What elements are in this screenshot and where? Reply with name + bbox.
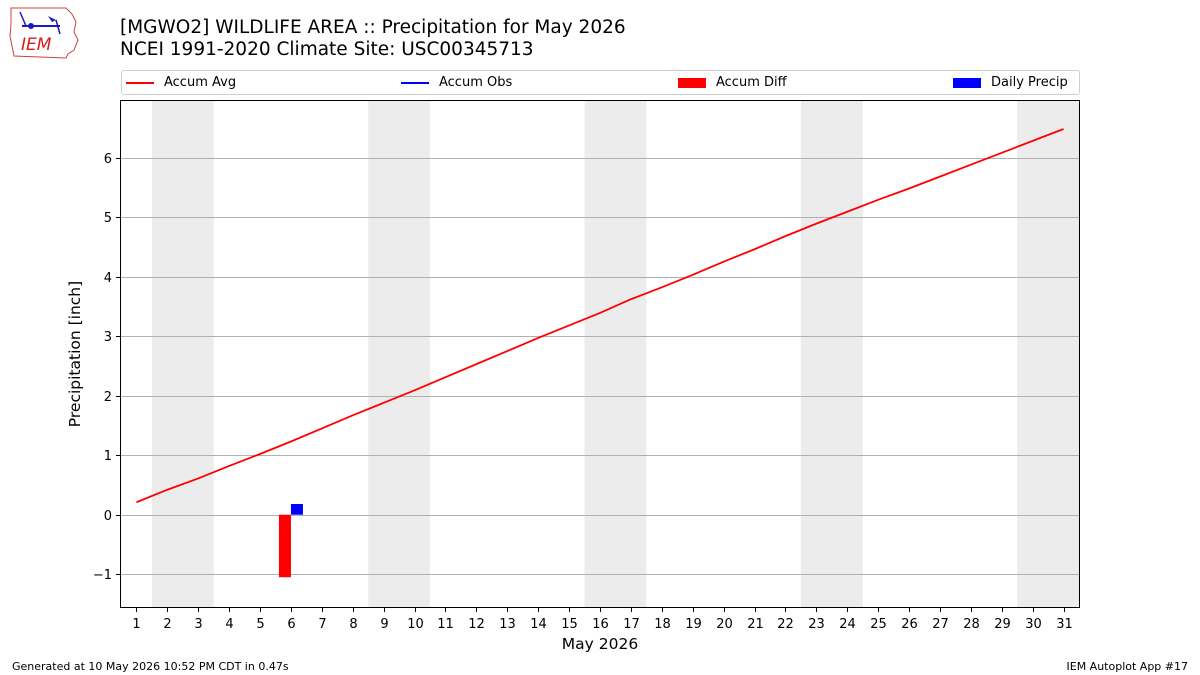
iem-logo: IEM xyxy=(8,6,80,60)
y-tick-label: 5 xyxy=(104,211,112,226)
chart-title: [MGWO2] WILDLIFE AREA :: Precipitation f… xyxy=(120,17,626,61)
legend-item-accum-diff: Accum Diff xyxy=(678,74,787,91)
legend-label-accum-avg: Accum Avg xyxy=(164,75,237,90)
bar-accum-diff xyxy=(278,514,291,578)
y-tick-label: 1 xyxy=(104,449,112,464)
x-tick-label: 22 xyxy=(777,617,794,632)
x-tick-label: 28 xyxy=(963,617,980,632)
x-tick-label: 27 xyxy=(932,617,949,632)
x-tick-label: 20 xyxy=(716,617,733,632)
weekend-shade-band xyxy=(368,101,431,607)
chart-title-line2: NCEI 1991-2020 Climate Site: USC00345713 xyxy=(120,39,534,60)
x-axis-ticks: 1 2 3 4 5 6 7 8 9 10 11 12 13 14 15 16 17 18 19 20 21 22 23 24 2… xyxy=(132,607,1073,632)
y-tick-label: 4 xyxy=(104,271,112,286)
x-tick-label: 24 xyxy=(839,617,856,632)
x-tick-label: 9 xyxy=(380,617,388,632)
bar-daily-precip xyxy=(290,504,303,515)
x-tick-label: 18 xyxy=(654,617,671,632)
x-tick-label: 17 xyxy=(623,617,640,632)
legend-item-accum-avg: Accum Avg xyxy=(126,74,236,91)
x-tick-label: 25 xyxy=(870,617,887,632)
x-tick-label: 8 xyxy=(349,617,357,632)
y-axis-label: Precipitation [inch] xyxy=(66,281,84,427)
x-tick-label: 30 xyxy=(1025,617,1042,632)
weekend-shade-band xyxy=(800,101,863,607)
legend-swatch-daily-precip xyxy=(953,77,981,88)
x-tick-label: 13 xyxy=(499,617,516,632)
weekend-shade-band xyxy=(584,101,647,607)
legend-swatch-accum-avg xyxy=(126,81,154,84)
x-tick-label: 29 xyxy=(994,617,1011,632)
chart-legend: Accum Avg Accum Obs Accum Diff Daily Pre… xyxy=(121,70,1080,95)
y-axis-ticks: −1 0 1 2 3 4 5 6 xyxy=(93,152,121,583)
x-tick-label: 5 xyxy=(256,617,264,632)
chart-title-line1: [MGWO2] WILDLIFE AREA :: Precipitation f… xyxy=(120,17,626,38)
x-tick-label: 15 xyxy=(561,617,578,632)
x-tick-label: 26 xyxy=(901,617,918,632)
x-tick-label: 16 xyxy=(592,617,609,632)
legend-label-accum-diff: Accum Diff xyxy=(716,75,787,90)
x-tick-label: 1 xyxy=(132,617,140,632)
x-tick-label: 21 xyxy=(747,617,764,632)
series-line-accum-avg xyxy=(136,128,1064,504)
legend-swatch-accum-obs xyxy=(401,81,429,84)
y-tick-label: −1 xyxy=(93,568,112,583)
footer-generated-text: Generated at 10 May 2026 10:52 PM CDT in… xyxy=(12,660,289,673)
x-tick-label: 19 xyxy=(685,617,702,632)
x-tick-label: 7 xyxy=(318,617,326,632)
x-tick-label: 3 xyxy=(194,617,202,632)
legend-label-accum-obs: Accum Obs xyxy=(439,75,513,90)
chart-marks xyxy=(136,128,1064,578)
weekend-shade-band xyxy=(1017,101,1079,607)
y-tick-label: 0 xyxy=(104,509,112,524)
weekend-shade-band xyxy=(151,101,214,607)
y-tick-label: 2 xyxy=(104,390,112,405)
x-tick-label: 2 xyxy=(163,617,171,632)
x-tick-label: 10 xyxy=(407,617,424,632)
legend-label-daily-precip: Daily Precip xyxy=(991,75,1068,90)
iem-logo-graphic: IEM xyxy=(9,7,79,59)
weekend-shading xyxy=(151,101,1079,607)
footer-app-text: IEM Autoplot App #17 xyxy=(1066,660,1189,673)
y-tick-label: 6 xyxy=(104,152,112,167)
legend-item-accum-obs: Accum Obs xyxy=(401,74,512,91)
legend-item-daily-precip: Daily Precip xyxy=(953,74,1068,91)
x-tick-label: 12 xyxy=(468,617,485,632)
x-tick-label: 6 xyxy=(287,617,295,632)
x-tick-label: 4 xyxy=(225,617,233,632)
legend-swatch-accum-diff xyxy=(678,77,706,88)
x-tick-label: 23 xyxy=(808,617,825,632)
x-tick-label: 31 xyxy=(1056,617,1073,632)
x-axis-label: May 2026 xyxy=(562,635,638,653)
iem-logo-text: IEM xyxy=(21,35,52,55)
x-tick-label: 14 xyxy=(530,617,547,632)
x-tick-label: 11 xyxy=(437,617,454,632)
y-tick-label: 3 xyxy=(104,330,112,345)
